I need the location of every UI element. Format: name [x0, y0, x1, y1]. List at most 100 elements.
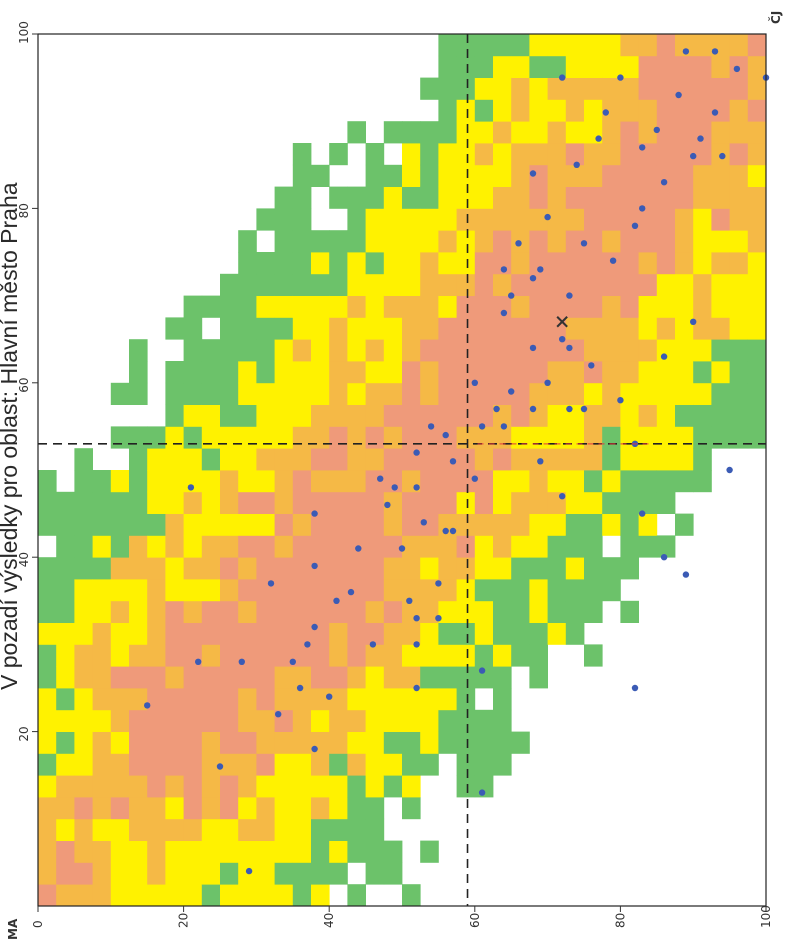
heatmap-cell [183, 557, 203, 580]
heatmap-cell [183, 382, 203, 405]
heatmap-cell [110, 491, 130, 514]
heatmap-cell [456, 426, 476, 449]
heatmap-cell [274, 404, 294, 427]
data-point [442, 431, 449, 439]
heatmap-cell [438, 99, 457, 122]
heatmap-cell [675, 252, 694, 275]
heatmap-cell [292, 775, 312, 798]
heatmap-cell [147, 535, 166, 558]
heatmap-cell [602, 121, 621, 144]
data-point [697, 135, 704, 142]
heatmap-cell [529, 121, 548, 144]
heatmap-cell [456, 622, 476, 645]
heatmap-cell [511, 426, 530, 449]
heatmap-cell [201, 470, 221, 493]
heatmap-cell [183, 579, 203, 602]
heatmap-cell [402, 644, 421, 667]
heatmap-cell [565, 622, 585, 645]
heatmap-cell [311, 818, 330, 841]
heatmap-cell [292, 317, 312, 340]
heatmap-cell [129, 557, 148, 580]
heatmap-cell [201, 513, 221, 536]
heatmap-cell [256, 600, 275, 623]
heatmap-cell [365, 164, 385, 187]
heatmap-cell [402, 622, 421, 645]
heatmap-cell [693, 186, 712, 209]
heatmap-cell [402, 688, 421, 711]
heatmap-cell [38, 731, 57, 754]
heatmap-cell [456, 317, 476, 340]
heatmap-cell [365, 797, 385, 820]
heatmap-cell [38, 557, 57, 580]
data-point [711, 109, 719, 116]
heatmap-cell [602, 426, 621, 449]
heatmap-cell [529, 579, 548, 602]
heatmap-cell [110, 753, 130, 776]
data-point [559, 493, 566, 500]
heatmap-cell [110, 884, 130, 907]
data-point [449, 458, 457, 465]
y-tick-label: 80 [17, 203, 31, 218]
heatmap-cell [565, 99, 585, 122]
heatmap-cell [74, 600, 93, 623]
heatmap-cell [129, 709, 148, 732]
heatmap-cell [74, 513, 93, 536]
heatmap-cell [511, 186, 530, 209]
heatmap-cell [620, 164, 639, 187]
heatmap-cell [747, 230, 767, 253]
heatmap-cell [402, 230, 421, 253]
heatmap-cell [347, 382, 366, 405]
heatmap-cell [347, 579, 366, 602]
heatmap-cell [256, 513, 275, 536]
heatmap-cell [711, 164, 730, 187]
heatmap-cell [493, 709, 512, 732]
heatmap-cell [256, 339, 275, 362]
heatmap-cell [511, 535, 530, 558]
heatmap-cell [383, 361, 403, 384]
heatmap-cell [147, 491, 166, 514]
heatmap-cell [511, 99, 530, 122]
data-point [639, 144, 646, 151]
heatmap-cell [365, 709, 385, 732]
heatmap-cell [693, 273, 712, 296]
heatmap-cell [183, 491, 203, 514]
heatmap-cell [602, 382, 621, 405]
heatmap-cell [511, 143, 530, 166]
heatmap-cell [420, 840, 439, 863]
heatmap-cell [493, 753, 512, 776]
heatmap-cell [438, 295, 457, 318]
heatmap-cell [165, 491, 184, 514]
heatmap-cell [165, 644, 184, 667]
heatmap-cell [347, 252, 366, 275]
heatmap-cell [329, 491, 348, 514]
heatmap-cell [165, 579, 184, 602]
heatmap-cell [365, 775, 385, 798]
heatmap-cell [347, 361, 366, 384]
heatmap-cell [56, 622, 75, 645]
heatmap-cell [602, 295, 621, 318]
heatmap-cell [256, 731, 275, 754]
heatmap-cell [493, 143, 512, 166]
heatmap-cell [220, 382, 239, 405]
heatmap-cell [547, 273, 567, 296]
heatmap-cell [529, 77, 548, 100]
heatmap-cell [493, 77, 512, 100]
heatmap-cell [529, 143, 548, 166]
heatmap-cell [292, 361, 312, 384]
heatmap-cell [511, 382, 530, 405]
heatmap-cell [675, 55, 694, 78]
heatmap-cell [38, 666, 57, 689]
data-point [566, 344, 573, 352]
heatmap-cell [74, 491, 93, 514]
heatmap-cell [183, 535, 203, 558]
heatmap-cell [201, 644, 221, 667]
heatmap-cell [201, 840, 221, 863]
heatmap-cell [56, 600, 75, 623]
heatmap-cell [365, 382, 385, 405]
heatmap-cell [547, 382, 567, 405]
data-point [289, 658, 296, 665]
heatmap-cell [511, 448, 530, 471]
heatmap-cell [347, 557, 366, 580]
heatmap-cell [584, 77, 603, 100]
heatmap-cell [584, 164, 603, 187]
